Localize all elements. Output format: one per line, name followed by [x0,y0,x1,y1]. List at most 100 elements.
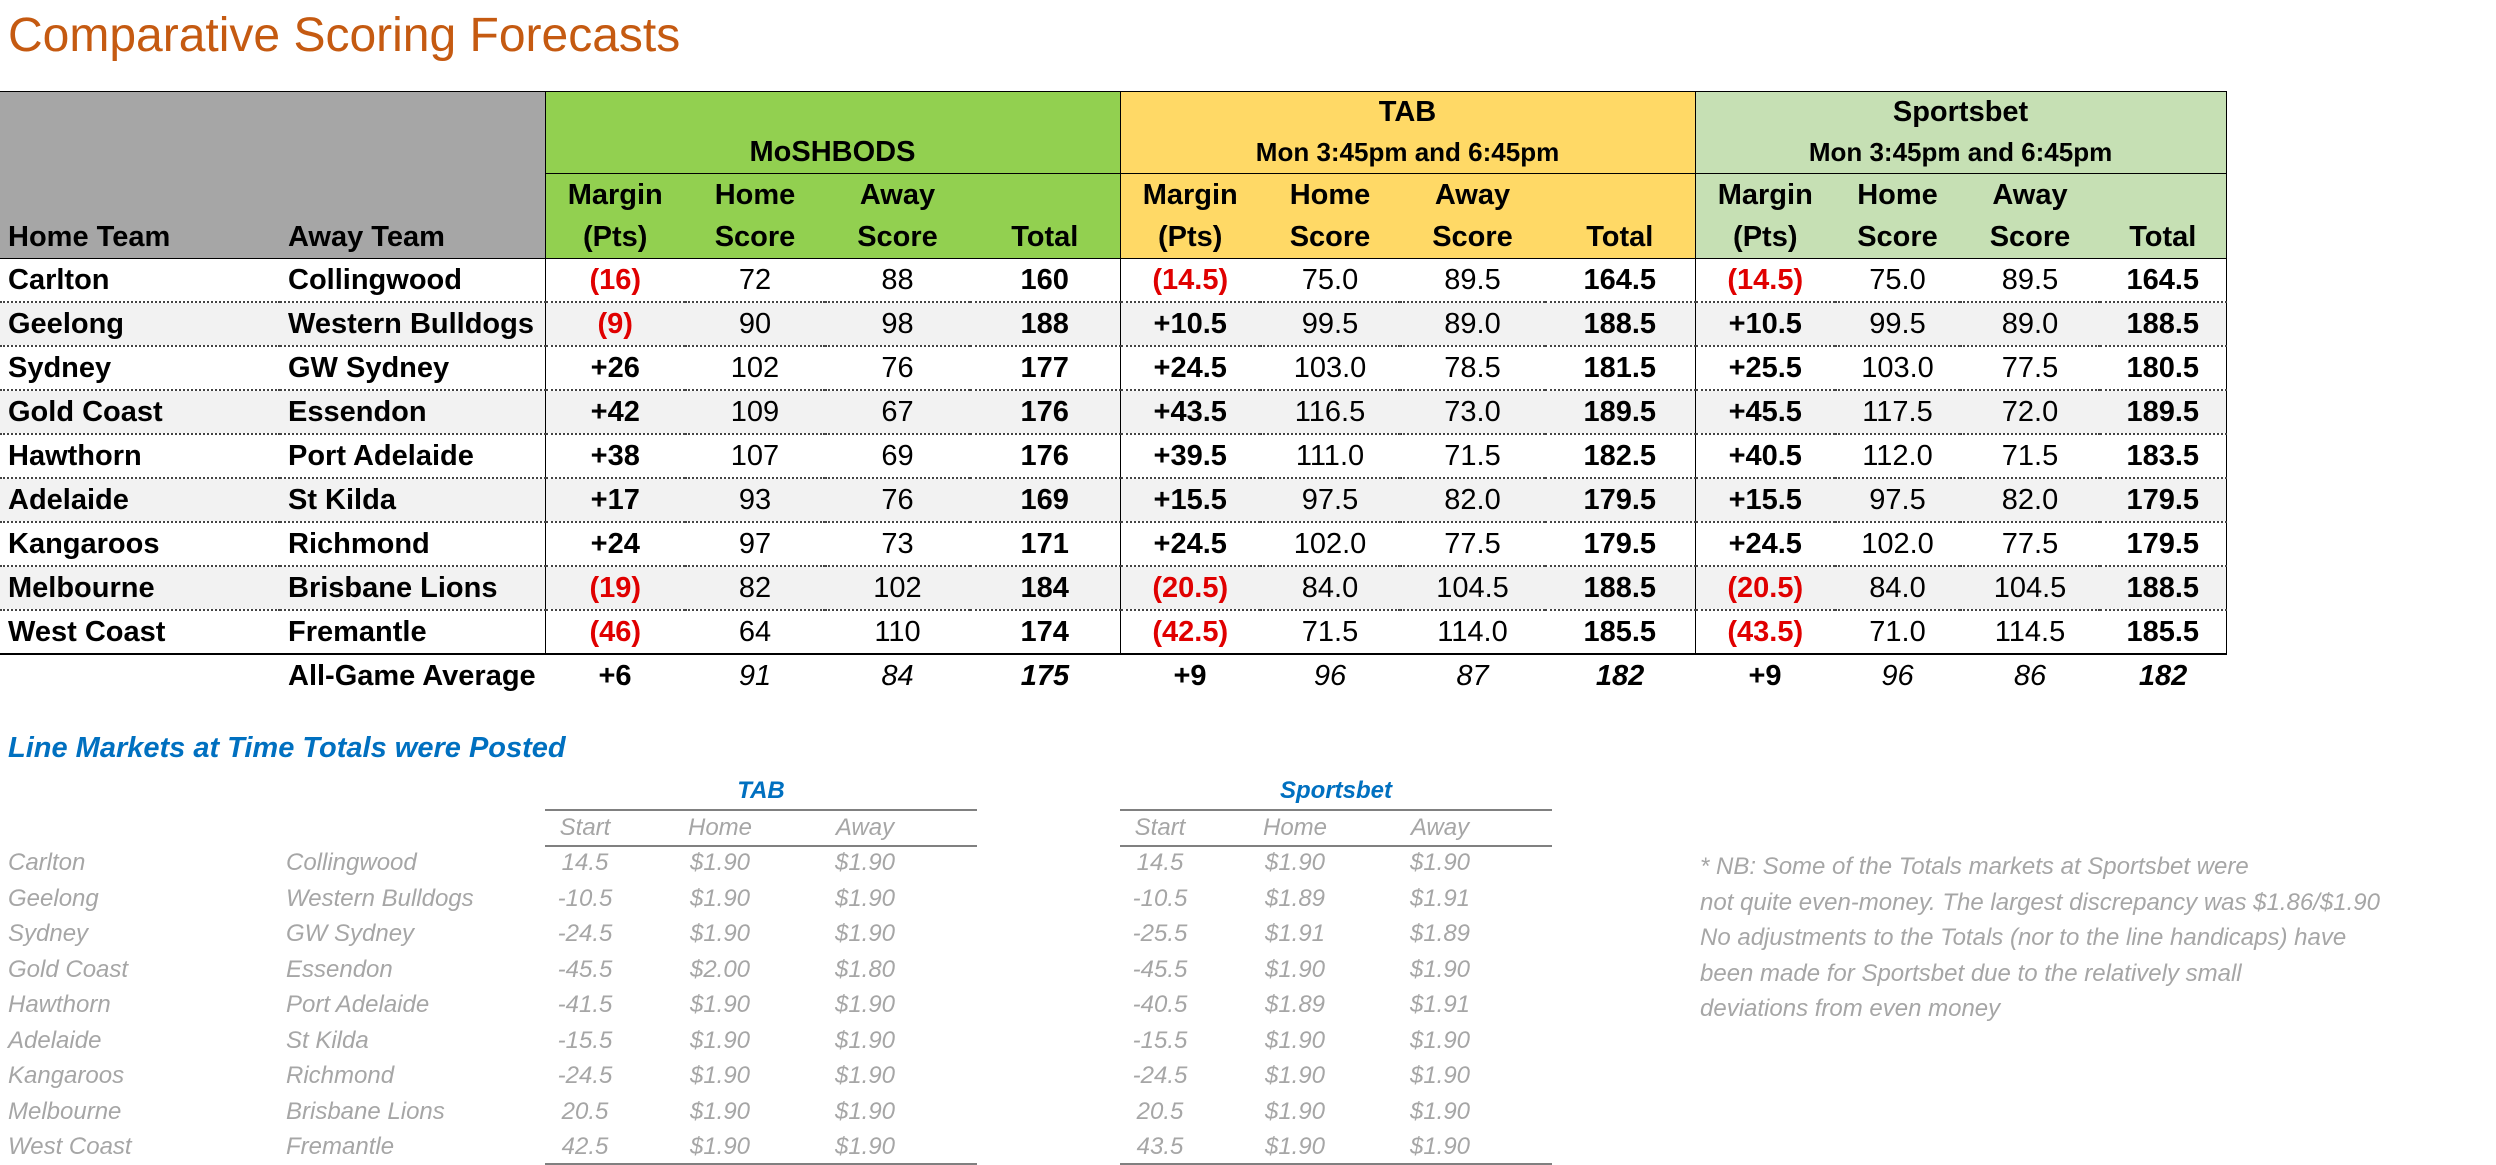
line-home-team: Kangaroos [8,1062,125,1089]
mo-home-header: Home [685,173,825,216]
sb-avg-total: 182 [2138,660,2188,692]
tab-away-score-cell: 89.5 [1400,258,1545,303]
sb-line-home: $1.89 [1264,991,1326,1018]
tab-away-header: Away [1400,173,1545,216]
mo-home-score-cell: 107 [685,434,825,479]
sb-line-book-label: Sportsbet [1279,777,1392,804]
mo-avg-away: 84 [881,660,914,692]
note-line: deviations from even money [1700,995,2001,1022]
tab-line-start: -41.5 [557,991,613,1018]
mo-away-score-cell: 88 [825,258,970,303]
sb-line-start: -45.5 [1132,955,1188,983]
line-home-team: Melbourne [8,1097,122,1125]
sb-line-start: -10.5 [1132,884,1188,912]
away-team-cell: Fremantle [280,610,545,655]
sb-line-away: $1.90 [1409,955,1471,983]
tab-line-home: $1.90 [689,884,751,912]
forecast-table: TAB Sportsbet MoSHBODS Mon 3:45pm and 6:… [0,91,2227,697]
tab-avg-away: 87 [1456,660,1489,692]
sb-margin-header: Margin [1694,173,1836,216]
table-row: Gold Coast Essendon +42 109 67 176 +43.5 116.5 7… [0,390,2227,435]
tab-line-home: $1.90 [689,1097,751,1125]
tab-margin-cell: +39.5 [1119,434,1260,479]
mo-away-score-cell: 73 [825,522,970,567]
away-team-header-spacer [280,173,545,216]
tab-away-score-cell: 73.0 [1400,390,1545,435]
tab-away-score-cell: 104.5 [1400,566,1545,611]
sb-line-start: 43.5 [1136,1133,1184,1160]
tab-line-start: 20.5 [561,1097,609,1125]
mo-margin-cell: +17 [544,478,685,523]
home-team-cell: Adelaide [0,478,280,523]
sb-margin-cell: +24.5 [1694,522,1836,567]
line-home-team: Gold Coast [8,955,129,983]
tab-total-cell: 179.5 [1545,478,1696,523]
tab-total-cell: 181.5 [1545,346,1696,391]
home-team-header: Home Team [0,216,280,259]
tab-total-header-spacer [1545,173,1696,216]
sb-away-score-header: Score [1960,216,2101,259]
tab-home-score-header: Score [1260,216,1400,259]
sb-avg-margin: +9 [1748,660,1782,692]
mo-home-score-cell: 72 [685,258,825,303]
sb-total-cell: 183.5 [2100,434,2227,479]
mo-away-header: Away [825,173,970,216]
tab-home-score-cell: 111.0 [1260,434,1400,479]
tab-margin-cell: +24.5 [1119,522,1260,567]
tab-home-score-cell: 116.5 [1260,390,1400,435]
home-team-cell: Kangaroos [0,522,280,567]
line-home-team: Hawthorn [8,991,111,1018]
sb-line-home: $1.90 [1264,955,1326,983]
mo-total-cell: 160 [970,258,1120,303]
sb-line-home: $1.89 [1264,884,1326,912]
sb-line-start: -40.5 [1132,991,1188,1018]
tab-line-home: $1.90 [689,1062,751,1089]
tab-home-header: Home [1260,173,1400,216]
away-team-cell: Brisbane Lions [280,566,545,611]
sb-line-home: $1.91 [1264,920,1326,947]
tab-total-cell: 164.5 [1545,258,1696,303]
sb-total-cell: 189.5 [2100,390,2227,435]
mo-total-cell: 171 [970,522,1120,567]
mo-total-cell: 177 [970,346,1120,391]
mo-away-score-cell: 98 [825,302,970,347]
home-team-cell: Geelong [0,302,280,347]
tab-home-score-cell: 102.0 [1260,522,1400,567]
sb-total-cell: 164.5 [2100,258,2227,303]
tab-line-start: -24.5 [557,1062,613,1089]
mo-margin-cell: +38 [544,434,685,479]
home-team-cell: Sydney [0,346,280,391]
tab-col-away: Away [835,814,895,841]
tab-line-away: $1.90 [834,849,896,876]
moshbods-group-name: MoSHBODS [544,132,1120,174]
tab-margin-cell: (14.5) [1119,258,1260,303]
tab-total-cell: 182.5 [1545,434,1696,479]
tab-line-away: $1.90 [834,991,896,1018]
mo-home-score-cell: 102 [685,346,825,391]
table-row: Kangaroos Richmond +24 97 73 171 +24.5 102.0 77.… [0,522,2227,567]
sb-away-score-cell: 77.5 [1960,522,2101,567]
team-header-blank [0,91,545,132]
sb-home-score-cell: 102.0 [1835,522,1961,567]
tab-margin-cell: +24.5 [1119,346,1260,391]
sb-total-cell: 180.5 [2100,346,2227,391]
average-label: All-Game Average [288,660,536,692]
tab-line-rule-top [545,809,977,811]
tab-col-home: Home [687,814,753,841]
tab-line-start: -24.5 [557,920,613,947]
sb-line-start: -24.5 [1132,1062,1188,1089]
page-title: Comparative Scoring Forecasts [8,9,681,62]
sb-line-away: $1.91 [1409,884,1471,912]
tab-line-away: $1.90 [834,1133,896,1160]
home-team-cell: Gold Coast [0,390,280,435]
sb-pts-header: (Pts) [1694,216,1836,259]
mo-total-cell: 176 [970,434,1120,479]
mo-margin-cell: +42 [544,390,685,435]
tab-away-score-cell: 77.5 [1400,522,1545,567]
sb-home-score-cell: 103.0 [1835,346,1961,391]
mo-total-header: Total [970,216,1120,259]
tab-line-home: $1.90 [689,849,751,876]
mo-margin-cell: (16) [544,258,685,303]
sb-line-away: $1.90 [1409,1097,1471,1125]
tab-pts-header: (Pts) [1119,216,1260,259]
